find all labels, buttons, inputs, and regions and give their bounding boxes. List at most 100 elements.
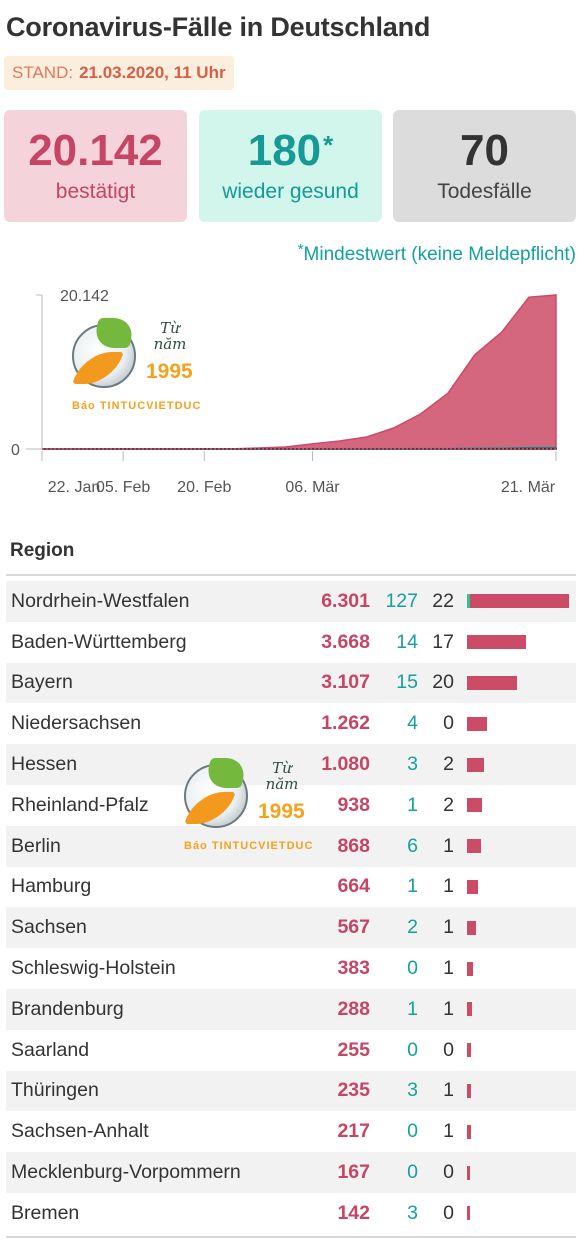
table-row: Saarland 255 0 0 <box>6 1030 576 1071</box>
region-name: Saarland <box>11 1038 90 1061</box>
table-row: Schleswig-Holstein 383 0 1 <box>6 948 576 989</box>
confirmed-label: bestätigt <box>55 180 136 203</box>
table-row: Sachsen-Anhalt 217 0 1 <box>6 1111 576 1152</box>
recovered-count: 0 <box>407 1161 418 1184</box>
recovered-count: 1 <box>407 875 418 898</box>
recovered-label: wieder gesund <box>222 180 359 203</box>
deaths-count: 1 <box>443 875 454 898</box>
deaths-count: 1 <box>443 1079 454 1102</box>
status-badge: STAND: 21.03.2020, 11 Uhr <box>4 56 234 90</box>
region-name: Hessen <box>11 753 78 776</box>
confirmed-count: 3.107 <box>321 671 370 694</box>
table-row: Mecklenburg-Vorpommern 167 0 0 <box>6 1152 576 1193</box>
recovered-count: 15 <box>396 671 418 694</box>
table-row: Hamburg 664 1 1 <box>6 867 576 908</box>
confirmed-count: 217 <box>337 1120 370 1143</box>
confirmed-count: 383 <box>337 957 370 980</box>
recovered-count: 4 <box>407 712 418 735</box>
confirmed-bar <box>467 757 485 772</box>
recovered-card: 180* wieder gesund <box>199 110 382 222</box>
confirmed-count: 288 <box>337 997 370 1020</box>
confirmed-count: 255 <box>337 1038 370 1061</box>
x-tick-label: 21. Mär <box>501 479 556 496</box>
footnote-text: Mindestwert (keine Meldepflicht) <box>303 244 576 265</box>
deaths-count: 22 <box>432 589 454 612</box>
region-name: Sachsen-Anhalt <box>11 1120 149 1143</box>
recovered-bar-segment <box>467 594 470 609</box>
table-row: Berlin 868 6 1 <box>6 825 576 867</box>
logo-text: Từ năm <box>153 319 187 353</box>
confirmed-count: 1.262 <box>321 712 370 735</box>
table-row: Niedersachsen 1.262 4 0 <box>6 703 576 744</box>
footnote: *Mindestwert (keine Meldepflicht) <box>297 241 576 266</box>
region-name: Thüringen <box>11 1079 99 1102</box>
confirmed-bar <box>467 839 482 854</box>
watermark-logo: Từ năm 1995 Báo TINTUCVIETDUC <box>72 316 212 416</box>
confirmed-bar <box>467 675 518 690</box>
confirmed-bar <box>467 920 477 935</box>
region-name: Rheinland-Pfalz <box>11 793 149 816</box>
deaths-label: Todesfälle <box>437 180 532 203</box>
deaths-count: 20 <box>432 671 454 694</box>
x-tick-label: 06. Mär <box>285 479 340 496</box>
divider <box>6 574 576 576</box>
logo-text: Từ năm <box>265 759 299 793</box>
deaths-count: 1 <box>443 1120 454 1143</box>
region-name: Mecklenburg-Vorpommern <box>11 1161 241 1184</box>
confirmed-count: 1.080 <box>321 753 370 776</box>
confirmed-bar <box>467 1165 470 1180</box>
deaths-count: 2 <box>443 793 454 816</box>
confirmed-bar <box>467 1002 472 1017</box>
recovered-value: 180 <box>247 126 322 175</box>
table-row: Baden-Württemberg 3.668 14 17 <box>6 622 576 663</box>
confirmed-bar <box>467 1043 472 1058</box>
y-tick-label: 0 <box>11 442 20 459</box>
y-tick-label: 20.142 <box>60 288 109 305</box>
recovered-count: 1 <box>407 793 418 816</box>
recovered-count: 127 <box>385 589 418 612</box>
table-row: Sachsen 567 2 1 <box>6 907 576 949</box>
deaths-card: 70 Todesfälle <box>393 110 576 222</box>
logo-year: 1995 <box>146 360 193 383</box>
confirmed-bar <box>467 1206 470 1221</box>
confirmed-count: 868 <box>337 834 370 857</box>
deaths-value: 70 <box>460 126 509 175</box>
confirmed-bar <box>467 635 527 650</box>
page-title: Coronavirus-Fälle in Deutschland <box>6 12 431 42</box>
x-tick-label: 22. Jan <box>48 479 100 496</box>
table-row: Rheinland-Pfalz 938 1 2 <box>6 785 576 826</box>
deaths-count: 0 <box>443 1201 454 1224</box>
confirmed-count: 142 <box>337 1201 370 1224</box>
recovered-count: 3 <box>407 1079 418 1102</box>
deaths-count: 0 <box>443 1038 454 1061</box>
confirmed-count: 938 <box>337 793 370 816</box>
confirmed-count: 6.301 <box>321 589 370 612</box>
confirmed-bar <box>467 594 569 609</box>
confirmed-count: 664 <box>337 875 370 898</box>
deaths-count: 17 <box>432 630 454 653</box>
recovered-count: 3 <box>407 1201 418 1224</box>
confirmed-card: 20.142 bestätigt <box>4 110 187 222</box>
confirmed-bar <box>467 961 474 976</box>
stand-label: STAND: <box>12 63 74 82</box>
region-name: Bayern <box>11 671 73 694</box>
confirmed-bar <box>467 798 483 813</box>
logo-brand: Báo TINTUCVIETDUC <box>72 400 202 412</box>
region-name: Schleswig-Holstein <box>11 957 176 980</box>
confirmed-count: 3.668 <box>321 630 370 653</box>
recovered-count: 14 <box>396 630 418 653</box>
deaths-count: 2 <box>443 753 454 776</box>
deaths-count: 0 <box>443 712 454 735</box>
region-name: Brandenburg <box>11 997 124 1020</box>
confirmed-count: 167 <box>337 1161 370 1184</box>
region-name: Berlin <box>11 834 61 857</box>
footnote-star: * <box>297 241 304 258</box>
x-tick-label: 05. Feb <box>96 479 150 496</box>
table-row: Nordrhein-Westfalen 6.301 127 22 <box>6 581 576 622</box>
recovered-count: 0 <box>407 1038 418 1061</box>
recovered-count: 6 <box>407 834 418 857</box>
deaths-count: 1 <box>443 834 454 857</box>
logo-year: 1995 <box>258 800 305 823</box>
region-table: Nordrhein-Westfalen 6.301 127 22 Baden-Württ… <box>6 581 576 1234</box>
